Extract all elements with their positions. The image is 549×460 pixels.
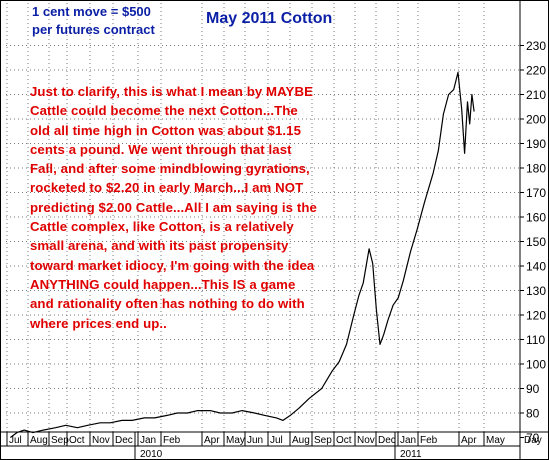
y-tick-label: 200 (526, 113, 546, 127)
price-series-line (10, 71, 475, 438)
x-tick-label: Nov (357, 435, 375, 446)
x-tick-label: Apr (461, 435, 477, 446)
x-tick-label: Feb (163, 435, 181, 446)
x-tick-label: Jan (400, 435, 416, 446)
x-tick-label: Dec (115, 435, 133, 446)
x-tick-label: Feb (420, 435, 438, 446)
x-axis-ticks: Jul Aug Sep Oct Nov Dec Jan Feb Apr May Jun Jul Aug S… (6, 432, 542, 460)
y-tick-label: 230 (526, 39, 546, 53)
contract-note-line1: 1 cent move = $500 (32, 4, 151, 19)
y-tick-label: 180 (526, 162, 546, 176)
x-axis-unit-label: Day (524, 435, 542, 446)
y-tick-label: 160 (526, 211, 546, 225)
y-tick-label: 170 (526, 186, 546, 200)
x-tick-label: Oct (336, 435, 352, 446)
x-tick-label: Aug (292, 435, 310, 446)
x-tick-label: Jul (270, 435, 283, 446)
x-tick-label: Nov (92, 435, 110, 446)
x-tick-label: Aug (30, 435, 48, 446)
y-tick-label: 80 (526, 407, 540, 421)
y-tick-label: 100 (526, 358, 546, 372)
year-label: 2010 (140, 449, 163, 460)
contract-note-line2: per futures contract (32, 22, 155, 37)
y-tick-label: 120 (526, 309, 546, 323)
y-tick-label: 210 (526, 88, 546, 102)
x-tick-label: Apr (204, 435, 220, 446)
x-tick-label: May (226, 435, 245, 446)
x-tick-label: Sep (51, 435, 69, 446)
y-tick-label: 140 (526, 260, 546, 274)
y-tick-label: 190 (526, 137, 546, 151)
x-tick-label: Sep (314, 435, 332, 446)
x-tick-label: Jun (247, 435, 263, 446)
y-tick-label: 150 (526, 235, 546, 249)
x-tick-label: Jul (9, 435, 22, 446)
chart-title: May 2011 Cotton (206, 10, 333, 27)
y-tick-label: 220 (526, 64, 546, 78)
y-tick-label: 90 (526, 382, 540, 396)
y-tick-label: 130 (526, 284, 546, 298)
y-axis-ticks: 70 80 90 100 110 120 130 140 150 160 170 180 190 200 2… (520, 39, 546, 445)
x-tick-label: Jan (140, 435, 156, 446)
y-tick-label: 110 (526, 333, 545, 347)
x-tick-label: Oct (69, 435, 85, 446)
commentary-text: Just to clarify, this is what I mean by … (30, 84, 317, 331)
x-tick-label: May (486, 435, 505, 446)
x-tick-label: Dec (378, 435, 396, 446)
y-tick-label: 70 (526, 431, 540, 445)
year-label: 2011 (400, 449, 422, 460)
